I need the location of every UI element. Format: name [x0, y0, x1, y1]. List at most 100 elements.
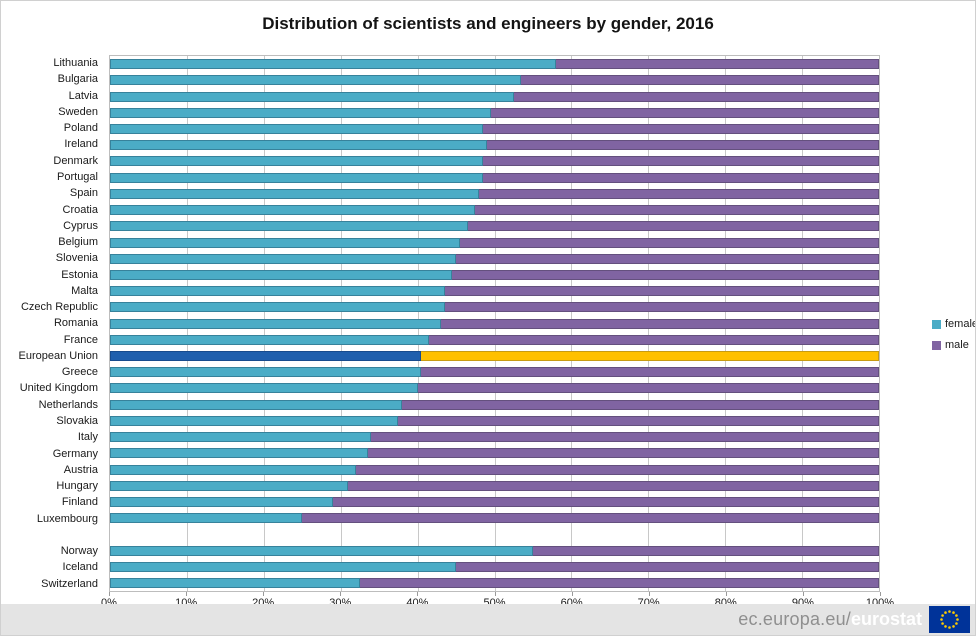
x-axis-tickmark	[340, 592, 342, 596]
x-axis-tickmark	[494, 592, 496, 596]
bar-segment-female	[110, 561, 457, 572]
bar-row	[110, 575, 879, 591]
bar-segment-male	[421, 351, 879, 362]
bar-row	[110, 380, 879, 396]
bar-segment-female	[110, 302, 445, 313]
chart-title: Distribution of scientists and engineers…	[262, 14, 714, 33]
bar-row	[110, 234, 879, 250]
y-axis-label: Italy	[77, 431, 98, 444]
legend-item-female: female	[932, 318, 976, 330]
legend-label: female	[945, 318, 976, 330]
bar-segment-female	[110, 123, 483, 134]
bar-row	[110, 170, 879, 186]
bar-segment-male	[371, 432, 879, 443]
y-axis-label: Finland	[61, 496, 98, 509]
bar-segment-male	[556, 59, 879, 70]
bar-segment-female	[110, 480, 349, 491]
bar-segment-female	[110, 334, 430, 345]
bar-segment-female	[110, 578, 360, 589]
bar-row	[110, 88, 879, 104]
bar-segment-male	[421, 367, 879, 378]
x-axis-tickmark	[263, 592, 265, 596]
bar-segment-male	[513, 91, 879, 102]
bar-segment-male	[333, 497, 879, 508]
bar-segment-male	[348, 480, 879, 491]
bar-segment-female	[110, 432, 372, 443]
y-axis-label: Romania	[53, 317, 98, 330]
footer-url-brand: eurostat	[850, 609, 922, 629]
bar-segment-female	[110, 351, 422, 362]
y-axis-label: Iceland	[62, 561, 98, 574]
y-axis-label: United Kingdom	[19, 382, 98, 395]
bar-segment-male	[456, 253, 879, 264]
y-axis-label: Slovakia	[56, 414, 98, 427]
y-axis-label: Croatia	[62, 203, 98, 216]
bar-segment-female	[110, 253, 457, 264]
bar-row	[110, 56, 879, 72]
bar-segment-male	[486, 140, 879, 151]
y-axis-label: European Union	[18, 349, 98, 362]
bar-segment-male	[479, 188, 879, 199]
legend: female male	[932, 318, 976, 351]
bar-segment-female	[110, 497, 333, 508]
x-axis-tickmarks	[109, 592, 881, 597]
x-axis-tickmark	[417, 592, 419, 596]
y-axis-label: Hungary	[56, 480, 98, 493]
bar-row	[110, 510, 879, 526]
bar-segment-male	[467, 221, 879, 232]
y-axis-label: Sweden	[58, 105, 98, 118]
bar-segment-female	[110, 140, 487, 151]
bar-segment-male	[440, 318, 879, 329]
x-axis-tickmark	[725, 592, 727, 596]
bar-segment-female	[110, 59, 557, 70]
y-axis-label: Poland	[63, 122, 98, 135]
bar-row	[110, 478, 879, 494]
y-axis-label: Germany	[52, 447, 98, 460]
bar-segment-female	[110, 172, 483, 183]
bar-row	[110, 218, 879, 234]
y-axis-label: Czech Republic	[20, 301, 98, 314]
bar-row	[110, 429, 879, 445]
y-axis-label: Netherlands	[38, 398, 98, 411]
y-axis-label: Greece	[61, 366, 98, 379]
bar-row	[110, 137, 879, 153]
legend-item-male: male	[932, 339, 975, 351]
bar-row	[110, 153, 879, 169]
y-axis-label: Austria	[63, 463, 98, 476]
y-axis-label: Belgium	[58, 236, 98, 249]
y-axis-label: Portugal	[57, 170, 98, 183]
y-axis-label: Malta	[71, 284, 98, 297]
bar-segment-male	[367, 448, 879, 459]
plot-rows	[110, 56, 879, 591]
bar-segment-female	[110, 107, 491, 118]
bar-row-spacer	[110, 526, 879, 542]
bar-row	[110, 299, 879, 315]
y-axis-label: Norway	[60, 545, 98, 558]
bar-row	[110, 364, 879, 380]
bar-row	[110, 397, 879, 413]
bar-segment-male	[417, 383, 879, 394]
bar-row	[110, 283, 879, 299]
bar-segment-female	[110, 415, 399, 426]
legend-label: male	[945, 339, 969, 351]
footer-url-prefix: ec.europa.eu/	[738, 609, 851, 629]
bar-segment-male	[532, 545, 879, 556]
x-axis-tickmark	[109, 592, 110, 596]
bar-segment-male	[402, 399, 879, 410]
bar-segment-male	[429, 334, 879, 345]
y-axis-label: Cyprus	[63, 219, 98, 232]
y-axis-label: Lithuania	[53, 57, 98, 70]
footer-bar: ec.europa.eu/eurostat	[1, 604, 975, 635]
bar-segment-female	[110, 383, 418, 394]
bar-segment-female	[110, 188, 480, 199]
plot-area	[109, 55, 880, 592]
bar-segment-female	[110, 286, 445, 297]
bar-segment-male	[444, 302, 879, 313]
y-axis-label: France	[63, 333, 98, 346]
bar-segment-female	[110, 513, 303, 524]
y-axis-label: Denmark	[53, 154, 98, 167]
bar-segment-male	[302, 513, 879, 524]
bar-segment-male	[359, 578, 879, 589]
x-axis-tickmark	[648, 592, 650, 596]
